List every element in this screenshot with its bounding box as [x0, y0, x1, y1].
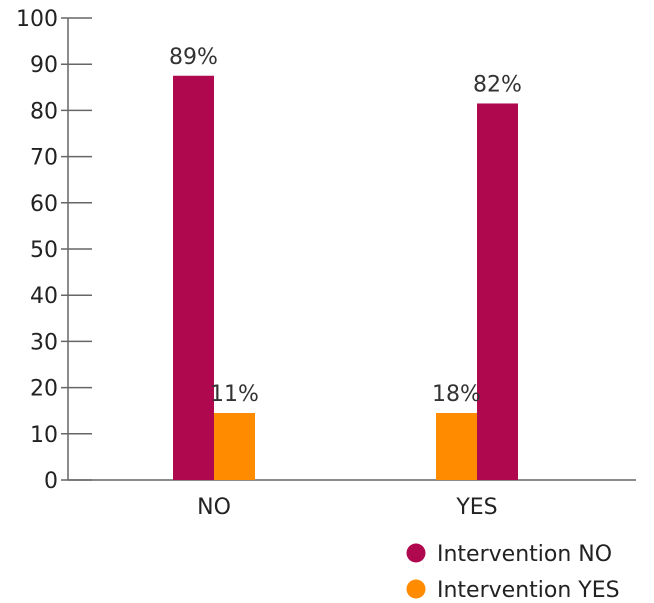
y-tick-label: 40	[30, 284, 58, 309]
y-tick-label: 50	[30, 238, 58, 263]
y-tick-label: 10	[30, 423, 58, 448]
y-tick-label: 80	[30, 99, 58, 124]
y-tick-label: 90	[30, 53, 58, 78]
bar-intervention-no-no	[173, 75, 214, 480]
data-label: 82%	[473, 72, 522, 97]
legend-label: Intervention YES	[437, 578, 620, 603]
bar-intervention-yes-no	[214, 413, 255, 480]
legend-marker	[406, 579, 426, 599]
y-axis: 0 10 20 30 40 50 60 70 80 90 100	[16, 7, 92, 494]
x-category-label: NO	[197, 495, 231, 520]
bar-intervention-no-yes	[477, 103, 518, 480]
y-tick-label: 60	[30, 192, 58, 217]
x-axis: NO YES	[68, 479, 636, 520]
y-tick-label: 100	[16, 7, 58, 32]
y-tick-label: 70	[30, 146, 58, 171]
bars	[173, 75, 518, 480]
data-label: 11%	[210, 382, 259, 407]
legend-marker	[406, 543, 426, 563]
data-label: 18%	[432, 382, 481, 407]
bar-intervention-yes-yes	[436, 413, 477, 480]
legend-label: Intervention NO	[437, 542, 612, 567]
y-tick-label: 30	[30, 330, 58, 355]
y-tick-label: 0	[44, 469, 58, 494]
y-tick-label: 20	[30, 377, 58, 402]
legend: Intervention NO Intervention YES	[406, 542, 620, 603]
data-label: 89%	[169, 45, 218, 70]
data-labels: 89% 11% 18% 82%	[169, 45, 522, 407]
x-category-label: YES	[455, 495, 497, 520]
